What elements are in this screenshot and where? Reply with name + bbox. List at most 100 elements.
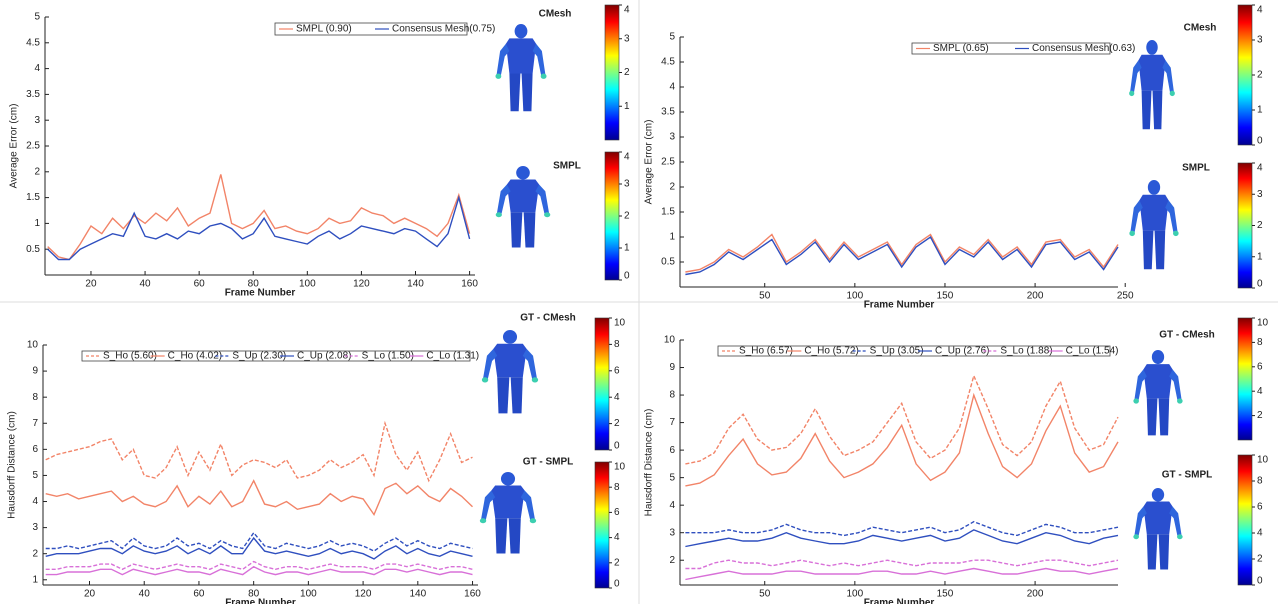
colorbar-tick-label: 2 bbox=[1257, 554, 1263, 565]
hand bbox=[1129, 231, 1135, 237]
body-figure bbox=[480, 472, 536, 553]
legend-label: Consensus Mesh(0.75) bbox=[392, 24, 495, 35]
hand bbox=[530, 518, 536, 523]
y-tick-label: 2 bbox=[669, 555, 675, 566]
y-tick-label: 9 bbox=[669, 362, 675, 373]
legend-label: C_Lo (1.31) bbox=[426, 351, 479, 362]
x-tick-label: 160 bbox=[464, 589, 481, 600]
series-line bbox=[685, 569, 1118, 580]
colorbar-tick-label: 0 bbox=[624, 271, 630, 282]
hand bbox=[1133, 534, 1139, 539]
colorbar-tick-label: 0 bbox=[1257, 136, 1263, 147]
inset-title: CMesh bbox=[539, 9, 572, 20]
colorbar-tick-label: 6 bbox=[614, 507, 620, 518]
arm bbox=[1169, 506, 1181, 536]
y-axis-title: Average Error (cm) bbox=[644, 120, 655, 205]
x-tick-label: 250 bbox=[1117, 291, 1134, 302]
body-figure bbox=[482, 330, 538, 413]
x-tick-label: 200 bbox=[1027, 291, 1044, 302]
torso bbox=[1143, 501, 1172, 534]
y-tick-label: 2 bbox=[34, 166, 40, 177]
legend-label: S_Ho (6.57) bbox=[739, 346, 793, 357]
y-tick-label: 1 bbox=[669, 232, 675, 243]
legend-label: Consensus Mesh(0.63) bbox=[1032, 43, 1135, 54]
colorbar-tick-label: 4 bbox=[614, 532, 620, 543]
leg bbox=[1147, 398, 1158, 435]
series-line bbox=[48, 174, 470, 259]
torso bbox=[506, 38, 536, 73]
y-tick-label: 8 bbox=[32, 392, 38, 403]
x-tick-label: 20 bbox=[84, 589, 96, 600]
y-tick-label: 1.5 bbox=[661, 207, 675, 218]
x-tick-label: 20 bbox=[85, 279, 97, 290]
colorbar bbox=[595, 462, 609, 588]
y-tick-label: 2.5 bbox=[661, 157, 675, 168]
y-tick-label: 3 bbox=[669, 527, 675, 538]
y-tick-label: 5 bbox=[669, 472, 675, 483]
colorbar-tick-label: 3 bbox=[624, 33, 630, 44]
legend-label: SMPL (0.65) bbox=[933, 43, 989, 54]
y-tick-label: 3 bbox=[32, 522, 38, 533]
head bbox=[501, 472, 515, 485]
inset-title: GT - CMesh bbox=[1159, 330, 1215, 341]
legend-label: S_Ho (5.60) bbox=[103, 351, 157, 362]
head bbox=[515, 24, 528, 38]
body-figure bbox=[495, 24, 546, 111]
x-tick-label: 100 bbox=[300, 589, 317, 600]
colorbar-tick-label: 0 bbox=[1257, 576, 1263, 587]
x-tick-label: 140 bbox=[409, 589, 426, 600]
colorbar-tick-label: 2 bbox=[624, 67, 630, 78]
colorbar-tick-label: 10 bbox=[614, 318, 626, 329]
colorbar-tick-label: 1 bbox=[624, 243, 630, 254]
colorbar-tick-label: 3 bbox=[1257, 35, 1263, 46]
hand bbox=[1173, 231, 1179, 237]
inset-title: SMPL bbox=[1182, 163, 1210, 174]
colorbar-tick-label: 3 bbox=[624, 179, 630, 190]
colorbar-tick-label: 8 bbox=[1257, 337, 1263, 348]
arm bbox=[1134, 369, 1146, 401]
colorbar-tick-label: 2 bbox=[614, 557, 620, 568]
hand bbox=[544, 212, 550, 217]
hand bbox=[495, 74, 501, 79]
y-tick-label: 8 bbox=[669, 390, 675, 401]
hand bbox=[1177, 534, 1183, 539]
y-tick-label: 3 bbox=[669, 132, 675, 143]
colorbar-tick-label: 0 bbox=[614, 441, 620, 452]
x-tick-label: 120 bbox=[355, 589, 372, 600]
series-line bbox=[46, 423, 473, 480]
head bbox=[1146, 40, 1157, 55]
colorbar-tick-label: 4 bbox=[1257, 386, 1263, 397]
leg bbox=[1153, 91, 1163, 130]
y-tick-label: 2.5 bbox=[26, 141, 40, 152]
head bbox=[516, 166, 530, 179]
legend-label: C_Ho (4.02) bbox=[168, 351, 222, 362]
inset-title: GT - CMesh bbox=[520, 313, 576, 324]
y-tick-label: 5 bbox=[669, 32, 675, 43]
leg bbox=[509, 74, 520, 112]
leg bbox=[522, 74, 533, 112]
torso bbox=[493, 344, 526, 378]
y-axis-title: Hausdorff Distance (cm) bbox=[7, 411, 18, 519]
y-tick-label: 1.5 bbox=[26, 192, 40, 203]
colorbar-tick-label: 0 bbox=[1257, 279, 1263, 290]
y-tick-label: 0.5 bbox=[26, 244, 40, 255]
x-tick-label: 50 bbox=[759, 291, 771, 302]
leg bbox=[509, 518, 521, 553]
series-line bbox=[685, 237, 1118, 275]
colorbar bbox=[595, 318, 609, 450]
y-tick-label: 3 bbox=[34, 115, 40, 126]
head bbox=[1152, 488, 1164, 501]
x-tick-label: 40 bbox=[140, 279, 152, 290]
leg bbox=[495, 518, 507, 553]
arm bbox=[481, 490, 495, 520]
y-tick-label: 10 bbox=[27, 340, 39, 351]
body-figure bbox=[1133, 350, 1182, 435]
y-tick-label: 1 bbox=[32, 574, 38, 585]
y-tick-label: 10 bbox=[664, 335, 676, 346]
hand bbox=[532, 377, 538, 382]
torso bbox=[507, 179, 539, 212]
x-tick-label: 160 bbox=[461, 279, 478, 290]
legend-label: S_Up (2.30) bbox=[232, 351, 286, 362]
x-tick-label: 200 bbox=[1027, 589, 1044, 600]
body-figure bbox=[1129, 40, 1175, 129]
